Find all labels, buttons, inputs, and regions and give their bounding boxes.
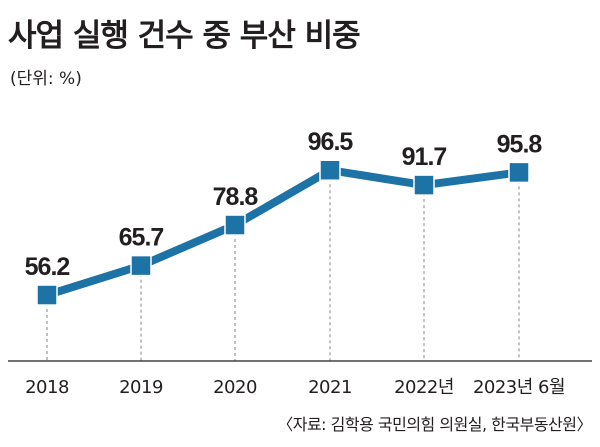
source-note: 〈자료: 김학용 국민의힘 의원실, 한국부동산원〉 [277, 415, 592, 434]
x-tick-label-2: 2019 [119, 377, 163, 398]
x-tick-label-5: 2022년 [394, 377, 454, 398]
value-label-1: 56.2 [25, 253, 70, 281]
x-tick-label-6: 2023년 6월 [473, 377, 565, 398]
value-label-2: 65.7 [119, 224, 164, 252]
data-point-2 [130, 254, 152, 277]
value-label-6: 95.8 [497, 130, 543, 158]
x-tick-label-1: 2018 [25, 377, 69, 398]
data-point-5 [413, 174, 435, 196]
chart-title: 사업 실행 건수 중 부산 비중 [8, 18, 361, 54]
x-tick-label-4: 2021 [308, 377, 352, 398]
value-label-5: 91.7 [402, 143, 447, 171]
series-line [43, 166, 523, 300]
value-label-4: 96.5 [308, 128, 354, 156]
data-point-6 [508, 161, 530, 184]
data-point-4 [319, 159, 341, 181]
data-point-1 [36, 284, 58, 306]
data-point-3 [224, 214, 246, 236]
unit-label: (단위: %) [10, 69, 82, 89]
value-label-3: 78.8 [213, 183, 259, 211]
x-tick-label-3: 2020 [213, 377, 257, 398]
